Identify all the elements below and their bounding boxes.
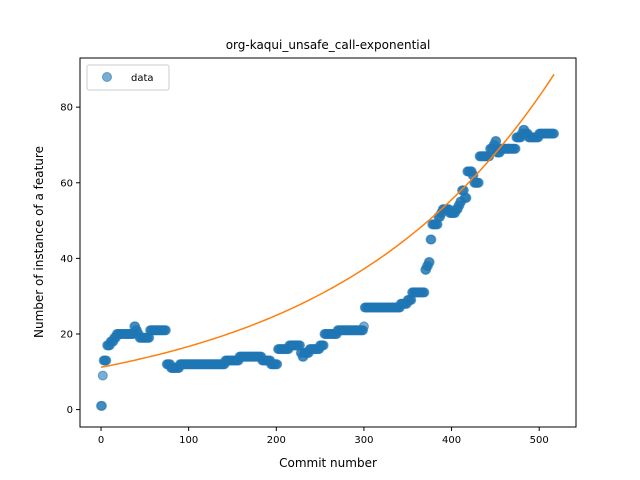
data-point — [549, 128, 560, 139]
x-tick-label: 0 — [98, 435, 104, 446]
fit-line — [100, 73, 555, 368]
x-tick-label: 300 — [354, 435, 373, 446]
data-point — [491, 136, 502, 147]
y-tick-label: 20 — [60, 329, 73, 340]
data-point — [318, 340, 329, 351]
data-point — [272, 359, 283, 370]
y-tick-label: 0 — [67, 405, 73, 416]
legend: data — [86, 64, 170, 91]
fit-line-layer — [100, 73, 555, 368]
legend-box — [86, 64, 170, 91]
data-point — [424, 257, 435, 268]
y-tick-label: 60 — [60, 178, 73, 189]
data-point — [419, 287, 430, 298]
chart-title: org-kaqui_unsafe_call-exponential — [226, 38, 431, 52]
x-axis-ticks: 0 100 200 300 400 500 — [98, 427, 549, 446]
y-tick-label: 80 — [60, 103, 73, 114]
plot-area — [79, 57, 577, 428]
x-tick-label: 400 — [442, 435, 461, 446]
y-axis-label: Number of instance of a feature — [32, 146, 46, 338]
y-tick-label: 40 — [60, 254, 73, 265]
data-point — [426, 234, 437, 245]
data-point — [461, 192, 472, 203]
legend-data-label: data — [131, 73, 154, 84]
data-point — [97, 370, 108, 381]
data-point — [101, 355, 112, 366]
data-points-layer — [96, 124, 560, 411]
data-point — [160, 325, 171, 336]
data-point — [96, 400, 107, 411]
x-axis-label: Commit number — [279, 456, 377, 470]
x-tick-label: 500 — [530, 435, 549, 446]
legend-data-marker — [102, 72, 112, 82]
plot-frame — [79, 57, 577, 428]
data-point — [473, 177, 484, 188]
y-axis-ticks: 0 20 40 60 80 — [60, 103, 80, 416]
data-point — [510, 143, 521, 154]
data-point — [358, 321, 369, 332]
x-tick-label: 100 — [179, 435, 198, 446]
x-tick-label: 200 — [267, 435, 286, 446]
